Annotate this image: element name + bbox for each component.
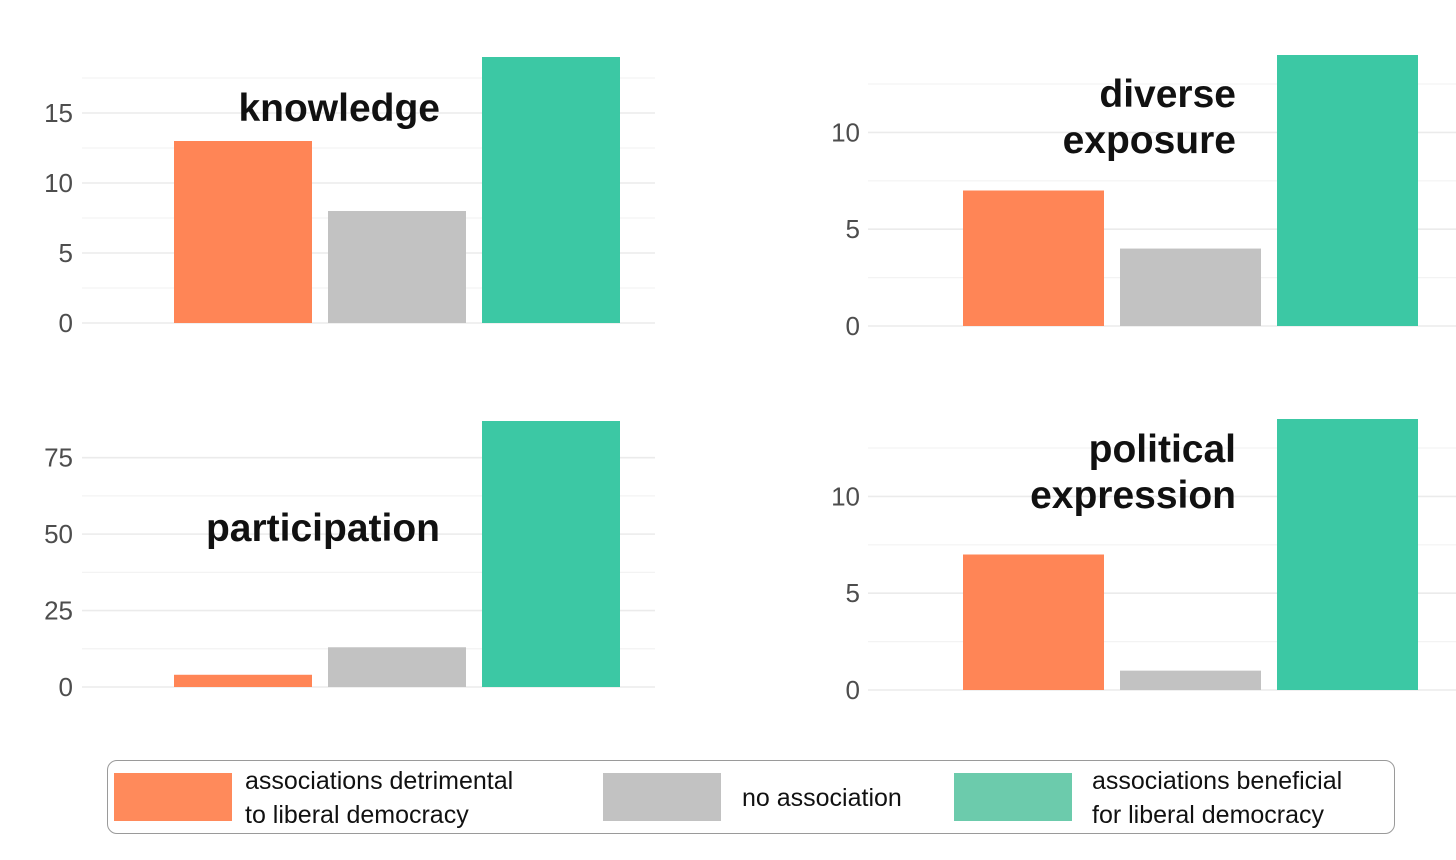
y-tick-label: 75: [44, 443, 73, 473]
y-tick-label: 50: [44, 519, 73, 549]
legend-label-detrimental-line2: to liberal democracy: [245, 801, 469, 829]
y-tick-label: 0: [846, 311, 860, 341]
panel-title-knowledge: knowledge: [238, 87, 440, 130]
y-tick-label: 0: [59, 672, 73, 702]
y-tick-label: 5: [59, 238, 73, 268]
y-tick-label: 10: [831, 481, 860, 511]
panel-title-line: knowledge: [238, 87, 440, 130]
y-tick-label: 5: [846, 214, 860, 244]
panel-title-diverse-exposure: diverse exposure: [1063, 73, 1236, 162]
bar-political-expression-1: [963, 554, 1104, 690]
legend-label-detrimental: associations detrimental to liberal demo…: [245, 764, 513, 832]
bar-knowledge-1: [174, 141, 312, 323]
legend-swatch-beneficial: [954, 773, 1072, 821]
legend-label-detrimental-line1: associations detrimental: [245, 767, 514, 795]
panel-participation: 0 25 50 75 participation: [44, 421, 655, 702]
bar-diverse-exposure-3: [1277, 55, 1418, 326]
legend-label-none: no association: [742, 781, 902, 815]
panel-title-line: expression: [1030, 474, 1236, 517]
legend-label-beneficial-line1: associations beneficial: [1092, 767, 1343, 795]
y-tick-label: 0: [59, 308, 73, 338]
bar-political-expression-3: [1277, 419, 1418, 690]
panel-knowledge: 0 5 10 15 knowledge: [44, 57, 655, 338]
bar-participation-3: [482, 421, 620, 687]
bar-diverse-exposure-1: [963, 190, 1104, 326]
panel-title-line: political: [1089, 428, 1236, 471]
panel-title-political-expression: political expression: [1030, 428, 1236, 517]
y-tick-label: 5: [846, 578, 860, 608]
legend-label-beneficial: associations beneficial for liberal demo…: [1092, 764, 1342, 832]
y-tick-label: 10: [44, 168, 73, 198]
y-tick-label: 10: [831, 117, 860, 147]
y-tick-label: 25: [44, 596, 73, 626]
bar-knowledge-2: [328, 211, 466, 323]
panel-title-participation: participation: [206, 507, 440, 550]
panel-title-line: participation: [206, 507, 440, 550]
y-tick-label: 0: [846, 675, 860, 705]
panel-political-expression: 0 5 10 political expression: [831, 419, 1456, 705]
y-tick-label: 15: [44, 98, 73, 128]
bar-participation-2: [328, 647, 466, 687]
panel-diverse-exposure: 0 5 10 diverse exposure: [831, 55, 1456, 341]
bar-diverse-exposure-2: [1120, 248, 1261, 326]
legend-label-none-line1: no association: [742, 784, 902, 812]
bar-political-expression-2: [1120, 670, 1261, 690]
bar-participation-1: [174, 674, 312, 687]
legend: associations detrimental to liberal demo…: [107, 760, 1395, 834]
legend-swatch-detrimental: [114, 773, 232, 821]
legend-label-beneficial-line2: for liberal democracy: [1092, 801, 1325, 829]
legend-swatch-none: [603, 773, 721, 821]
panel-title-line: exposure: [1063, 119, 1236, 162]
panel-title-line: diverse: [1099, 73, 1236, 116]
bar-knowledge-3: [482, 57, 620, 323]
